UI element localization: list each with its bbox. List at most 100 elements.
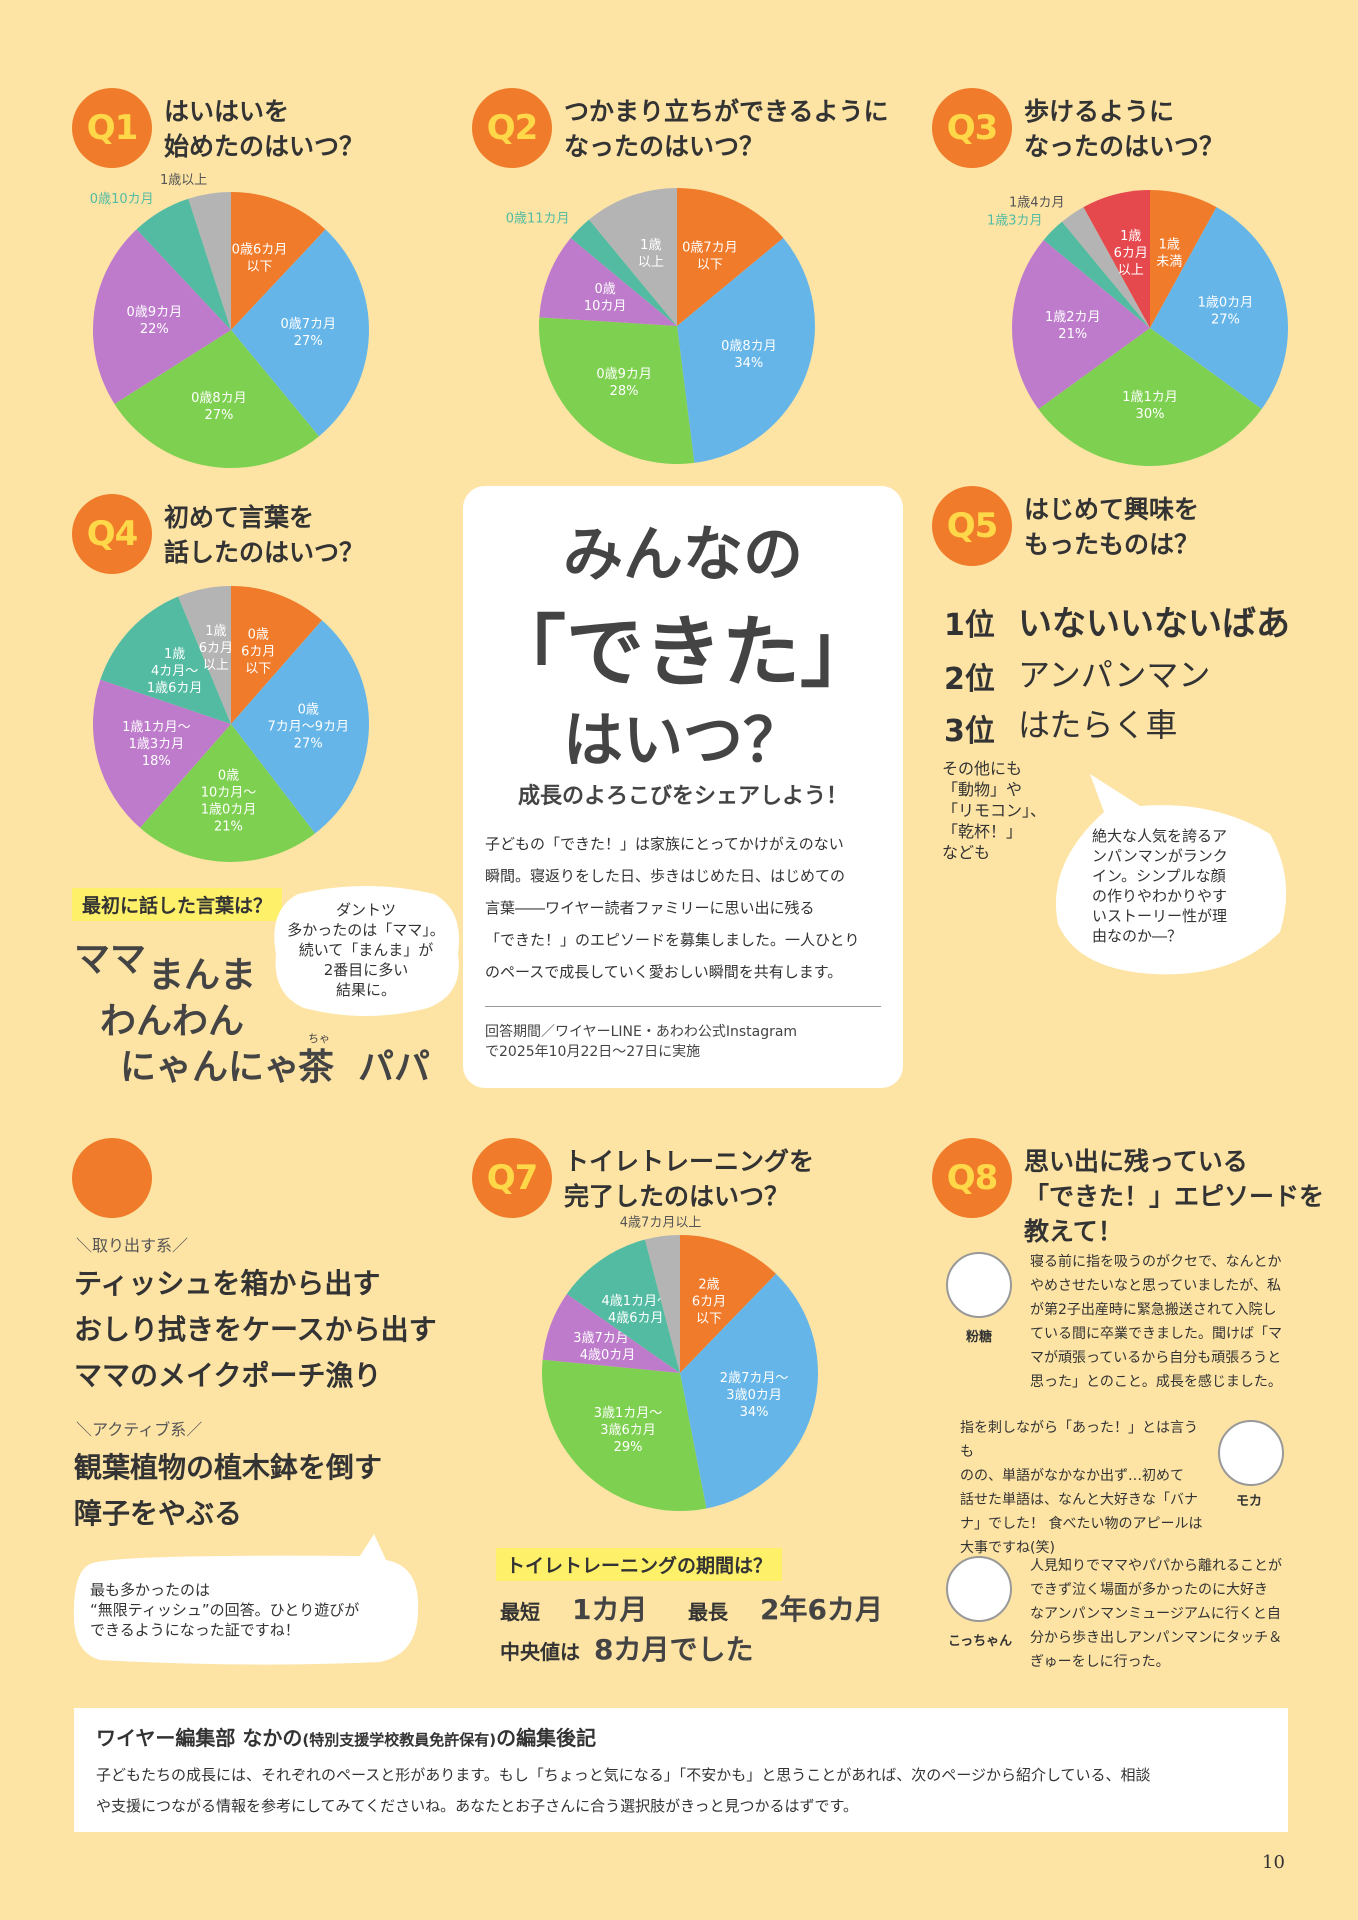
q3-slice-1 <box>1150 190 1217 328</box>
q7-slice-label-4: 3歳7カ月～ 4歳0カ月 <box>573 1331 642 1363</box>
q7-slice-label-1: 2歳 6カ月以下 <box>692 1277 726 1326</box>
q7-slice-label-5: 4歳1カ月～ 4歳6カ月 <box>602 1294 671 1326</box>
editor-title: ワイヤー編集部 なかの(特別支援学校教員免許保有)の編集後記 <box>96 1722 596 1751</box>
q3-pie-chart: 1歳未満 1歳0カ月 27% 1歳1カ月 30% 1歳2カ月 21% 1歳3カ月 1歳4カ月 1歳… <box>987 190 1288 466</box>
avatar-kocchan <box>946 1556 1012 1622</box>
episode-2-name: モカ <box>1236 1494 1263 1509</box>
avatar-funto <box>946 1252 1012 1318</box>
q4-slice-5 <box>100 596 231 724</box>
q3-slice-label-1: 1歳未満 <box>1156 238 1182 270</box>
q2-slice-2 <box>677 238 815 463</box>
q1-slice-1 <box>231 192 326 330</box>
q7-slice-1 <box>680 1235 777 1373</box>
q2-title: つかまり立ちができるように なったのはいつ？ <box>564 97 889 161</box>
q2-slice-1 <box>677 188 784 326</box>
first-words-bubble-shape <box>274 886 459 1016</box>
q5-others: その他にも 「動物」や 「リモコン」、 「乾杯！」 なども <box>942 759 1047 862</box>
q4-header: Q4 初めて言葉を 話したのはいつ？ <box>72 494 364 574</box>
q4-slice-6 <box>178 586 231 724</box>
q2-pie-chart: 0歳7カ月以下 0歳8カ月 34% 0歳9カ月 28% 0歳 10カ月 0歳11カ月 1歳以上 <box>506 188 815 464</box>
q2-slice-label-4: 0歳 10カ月 <box>584 282 627 314</box>
q4-slice-3 <box>140 724 316 862</box>
q1-slice-2 <box>231 229 370 437</box>
q6-header <box>72 1138 164 1218</box>
q1-slice-label-2: 0歳7カ月 27% <box>280 317 336 349</box>
q6-category-1: ＼取り出す系／ <box>76 1236 189 1255</box>
q3-header: Q3 歩けるように なったのはいつ？ <box>932 88 1224 168</box>
rank-3-item: はたらく車 <box>1018 706 1178 744</box>
episode-2-text: 指を刺しながら「あった！」とは言うも のの、単語がなかなか出ず…初めて 話せた単… <box>960 1420 1203 1556</box>
q6-item-5: 障子をやぶる <box>74 1497 243 1530</box>
editor-title-tail: の編集後記 <box>496 1726 597 1750</box>
feature-body: 子どもの「できた！」は家族にとってかけがえのない 瞬間。寝返りをした日、歩きはじ… <box>485 835 860 981</box>
q1-slice-label-4: 0歳9カ月 22% <box>127 305 183 337</box>
q4-slice-label-3: 0歳 10カ月～ 1歳0カ月 21% <box>201 769 257 835</box>
first-word-3: わんわん <box>100 1001 245 1042</box>
q3-slice-5 <box>1043 221 1150 328</box>
editor-title-main: ワイヤー編集部 なかの <box>96 1726 303 1750</box>
q2-badge: Q2 <box>472 88 552 168</box>
q2-header: Q2 つかまり立ちができるように なったのはいつ？ <box>472 88 889 168</box>
toilet-longest-value: 2年6カ月 <box>760 1593 883 1626</box>
toilet-median-value: 8カ月でした <box>594 1633 754 1666</box>
rank-2-number: 2位 <box>944 662 995 697</box>
q3-slice-3 <box>1038 328 1262 466</box>
q7-badge: Q7 <box>472 1138 552 1218</box>
first-word-ruby: ちゃ <box>308 1032 330 1045</box>
q4-pie-chart: 0歳 6カ月以下 0歳 7カ月～9カ月 27%0歳 10カ月～ 1歳0カ月 21%1歳1カ月～… <box>92 586 369 862</box>
q2-slice-label-3: 0歳9カ月 28% <box>596 367 652 399</box>
rank-1-item: いないいないばあ <box>1018 604 1290 644</box>
q6-item-4: 観葉植物の植木鉢を倒す <box>74 1451 383 1484</box>
q4-slice-label-1: 0歳 6カ月以下 <box>241 628 275 677</box>
q2-slice-label-6: 1歳以上 <box>638 238 664 270</box>
avatar-moka <box>1218 1420 1284 1486</box>
q6-item-3: ママのメイクポーチ漁り <box>74 1359 382 1392</box>
q1-slice-label-1: 0歳6カ月以下 <box>232 243 288 275</box>
rank-2-item: アンパンマン <box>1018 656 1211 694</box>
feature-subtitle: 成長のよろこびをシェアしよう！ <box>517 784 848 809</box>
feature-period: 回答期間／ワイヤーLINE・あわわ公式Instagram で2025年10月22… <box>485 1024 798 1060</box>
q3-slice-label-3: 1歳1カ月 30% <box>1122 390 1178 422</box>
q8-badge: Q8 <box>932 1138 1012 1218</box>
q1-title: はいはいを 始めたのはいつ？ <box>164 97 365 161</box>
q2-slice-4 <box>539 238 677 326</box>
rank-3-number: 3位 <box>944 714 995 749</box>
q7-slice-label-2: 2歳7カ月～ 3歳0カ月 34% <box>720 1371 789 1420</box>
toilet-median-label: 中央値は <box>500 1640 580 1664</box>
q3-slice-label-7: 1歳 6カ月以上 <box>1114 229 1148 278</box>
q3-slice-2 <box>1150 207 1288 410</box>
q1-slice-6 <box>188 192 231 330</box>
q3-slice-label-5: 1歳3カ月 <box>987 214 1043 229</box>
toilet-tag: トイレトレーニングの期間は？ <box>496 1548 783 1581</box>
q4-slice-label-2: 0歳 7カ月～9カ月 27% <box>267 703 349 752</box>
q1-slice-5 <box>136 198 231 330</box>
q4-slice-2 <box>231 620 369 834</box>
first-word-4: にゃんにゃ <box>120 1047 301 1088</box>
q8-header: Q8 思い出に残っている 「できた！」エピソードを 教えて！ <box>932 1138 1324 1249</box>
q4-title: 初めて言葉を 話したのはいつ？ <box>164 503 365 567</box>
q1-slice-label-6: 1歳以上 <box>160 173 207 188</box>
episode-3-text: 人見知りでママやパパから離れることが できず泣く場面が多かったのに大好き なアン… <box>1030 1558 1283 1670</box>
q2-slice-3 <box>539 317 695 464</box>
q4-slice-label-4: 1歳1カ月～ 1歳3カ月 18% <box>122 720 191 769</box>
q7-header: Q7 トイレトレーニングを 完了したのはいつ？ <box>472 1138 814 1218</box>
q2-slice-5 <box>570 219 677 326</box>
first-words-tag: 最初に話した言葉は？ <box>72 888 283 921</box>
q7-slice-5 <box>566 1239 680 1373</box>
editor-title-paren: (特別支援学校教員免許保有) <box>302 1731 497 1749</box>
feature-title-line3: はいつ？ <box>563 706 803 776</box>
q2-slice-label-5: 0歳11カ月 <box>506 212 570 227</box>
q3-slice-4 <box>1012 240 1150 410</box>
q1-slice-label-3: 0歳8カ月 27% <box>191 391 247 423</box>
rank-1-number: 1位 <box>944 608 995 643</box>
first-words-bubble: ダントツ 多かったのは「ママ」。 続いて「まんま」が 2番目に多い 結果に。 <box>287 901 445 999</box>
q1-slice-4 <box>93 229 231 404</box>
q2-slice-label-1: 0歳7カ月以下 <box>682 241 738 273</box>
feature-title-line2: 「できた」 <box>487 608 878 698</box>
q4-badge: Q4 <box>72 494 152 574</box>
q5-title: はじめて興味を もったものは？ <box>1024 495 1200 559</box>
toilet-longest-label: 最長 <box>688 1600 728 1624</box>
q2-slice-6 <box>589 188 677 326</box>
q8-title: 思い出に残っている 「できた！」エピソードを 教えて！ <box>1024 1147 1325 1246</box>
first-word-2: まんま <box>148 955 257 996</box>
